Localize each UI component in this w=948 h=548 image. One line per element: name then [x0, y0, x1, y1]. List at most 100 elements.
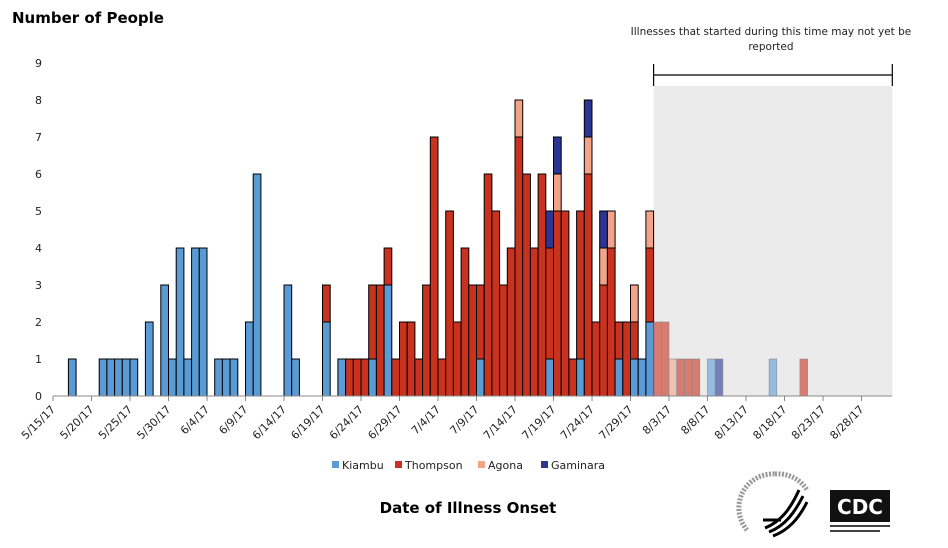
bar-agona-8-3-17 [668, 358, 677, 397]
x-tick-label: 5/25/17 [96, 403, 135, 442]
bar-agona-7-14-17 [514, 99, 524, 138]
legend-swatch-thompson [395, 461, 402, 468]
bar-kiambu-5-22-17 [106, 358, 116, 397]
bar-thompson-7-9-17 [476, 284, 485, 360]
bar-kiambu-6-15-17 [291, 358, 300, 397]
hhs-eagle-icon [763, 489, 809, 538]
x-tick-label: 5/20/17 [57, 403, 96, 442]
cdc-logo-box [830, 490, 890, 522]
x-axis-title: Date of Illness Onset [380, 499, 557, 517]
bar-thompson-6-25-17 [368, 284, 377, 360]
hhs-logo-ring [736, 471, 776, 532]
bar-thompson-7-6-17 [452, 321, 462, 397]
legend-label-gaminara: Gaminara [551, 459, 605, 472]
bar-kiambu-6-19-17 [322, 321, 331, 397]
bar-thompson-7-10-17 [483, 173, 493, 397]
bar-gaminara-7-18-17 [545, 210, 554, 249]
cdc-logo: CDC [830, 490, 890, 532]
bar-thompson-6-22-17 [345, 358, 354, 397]
bar-kiambu-6-1-17 [183, 358, 193, 397]
bar-thompson-7-14-17 [514, 136, 524, 397]
bar-kiambu-5-21-17 [98, 358, 108, 397]
bar-thompson-7-23-17 [583, 173, 593, 397]
bar-gaminara-8-9-17 [714, 358, 724, 397]
bar-kiambu-8-16-17 [768, 358, 778, 397]
bar-thompson-7-13-17 [506, 247, 516, 397]
bar-kiambu-5-25-17 [129, 358, 139, 397]
bar-kiambu-5-27-17 [144, 321, 154, 397]
bar-thompson-7-7-17 [460, 247, 470, 397]
bar-thompson-7-3-17 [429, 136, 439, 397]
x-axis-ticks: 5/15/17 5/20/17 5/25/17 5/30/17 6/4/17 6/9/17… [19, 396, 867, 442]
x-tick-label: 6/29/17 [365, 403, 404, 442]
bar-gaminara-7-23-17 [583, 99, 593, 138]
bar-thompson-7-21-17 [568, 358, 578, 397]
x-tick-label: 7/14/17 [481, 403, 520, 442]
bar-kiambu-6-6-17 [221, 358, 231, 397]
bar-thompson-8-2-17 [660, 321, 670, 397]
bar-kiambu-7-29-17 [630, 358, 639, 397]
bar-thompson-7-8-17 [468, 284, 477, 397]
bar-thompson-7-15-17 [522, 173, 531, 397]
bar-kiambu-6-21-17 [337, 358, 347, 397]
bar-kiambu-5-23-17 [114, 358, 123, 397]
x-tick-label: 7/4/17 [409, 403, 443, 437]
y-axis-ticks: 0 1 2 3 4 5 6 7 8 9 [35, 57, 42, 403]
bar-thompson-7-25-17 [599, 284, 608, 397]
x-tick-label: 8/28/17 [827, 403, 866, 442]
x-tick-label: 8/8/17 [678, 403, 712, 437]
legend-label-agona: Agona [488, 459, 523, 472]
y-tick-label: 0 [35, 390, 42, 403]
bar-thompson-7-24-17 [591, 321, 601, 397]
bar-thompson-6-23-17 [352, 358, 362, 397]
x-tick-label: 6/19/17 [288, 403, 327, 442]
x-tick-label: 8/18/17 [750, 403, 789, 442]
x-tick-label: 7/24/17 [558, 403, 597, 442]
bar-thompson-7-18-17 [545, 247, 554, 360]
bar-gaminara-7-19-17 [553, 136, 562, 175]
cdc-logo-text: CDC [837, 495, 883, 519]
bar-thompson-8-20-17 [799, 358, 808, 397]
bar-gaminara-7-25-17 [599, 210, 608, 249]
bar-thompson-6-28-17 [391, 358, 400, 397]
bar-kiambu-6-7-17 [229, 358, 239, 397]
y-tick-label: 6 [35, 168, 42, 181]
bar-thompson-6-24-17 [360, 358, 370, 397]
bar-kiambu-7-31-17 [645, 321, 655, 397]
bar-thompson-7-31-17 [645, 247, 655, 323]
bar-thompson-8-5-17 [684, 358, 693, 397]
bar-kiambu-7-27-17 [614, 358, 624, 397]
bar-thompson-8-4-17 [676, 358, 685, 397]
bar-thompson-7-28-17 [622, 321, 631, 397]
bar-thompson-7-2-17 [422, 284, 431, 397]
bar-agona-7-26-17 [606, 210, 616, 249]
cdc-logo-subtitle-2 [830, 530, 880, 532]
bar-thompson-6-30-17 [406, 321, 416, 397]
x-tick-label: 7/29/17 [596, 403, 635, 442]
y-tick-label: 1 [35, 353, 42, 366]
y-tick-label: 5 [35, 205, 42, 218]
y-axis-title: Number of People [12, 9, 164, 27]
bar-agona-7-19-17 [553, 173, 562, 212]
x-tick-label: 8/3/17 [640, 403, 674, 437]
bar-kiambu-6-14-17 [283, 284, 293, 397]
bar-thompson-8-6-17 [691, 358, 701, 397]
y-tick-label: 4 [35, 242, 42, 255]
legend-swatch-gaminara [541, 461, 548, 468]
bar-kiambu-7-22-17 [576, 358, 585, 397]
bar-kiambu-7-18-17 [545, 358, 554, 397]
annotation-line-1: Illnesses that started during this time … [631, 26, 912, 38]
y-tick-label: 7 [35, 131, 42, 144]
bar-thompson-8-1-17 [653, 321, 662, 397]
bar-kiambu-5-17-17 [67, 358, 77, 397]
bar-agona-7-23-17 [583, 136, 593, 175]
legend-label-thompson: Thompson [404, 459, 463, 472]
bar-thompson-7-1-17 [414, 358, 424, 397]
bar-thompson-7-20-17 [560, 210, 570, 397]
bar-thompson-6-19-17 [322, 284, 331, 323]
bar-thompson-7-22-17 [576, 210, 585, 360]
bar-thompson-7-29-17 [630, 321, 639, 360]
bar-kiambu-8-8-17 [707, 358, 716, 397]
legend: Kiambu Thompson Agona Gaminara [332, 459, 605, 472]
